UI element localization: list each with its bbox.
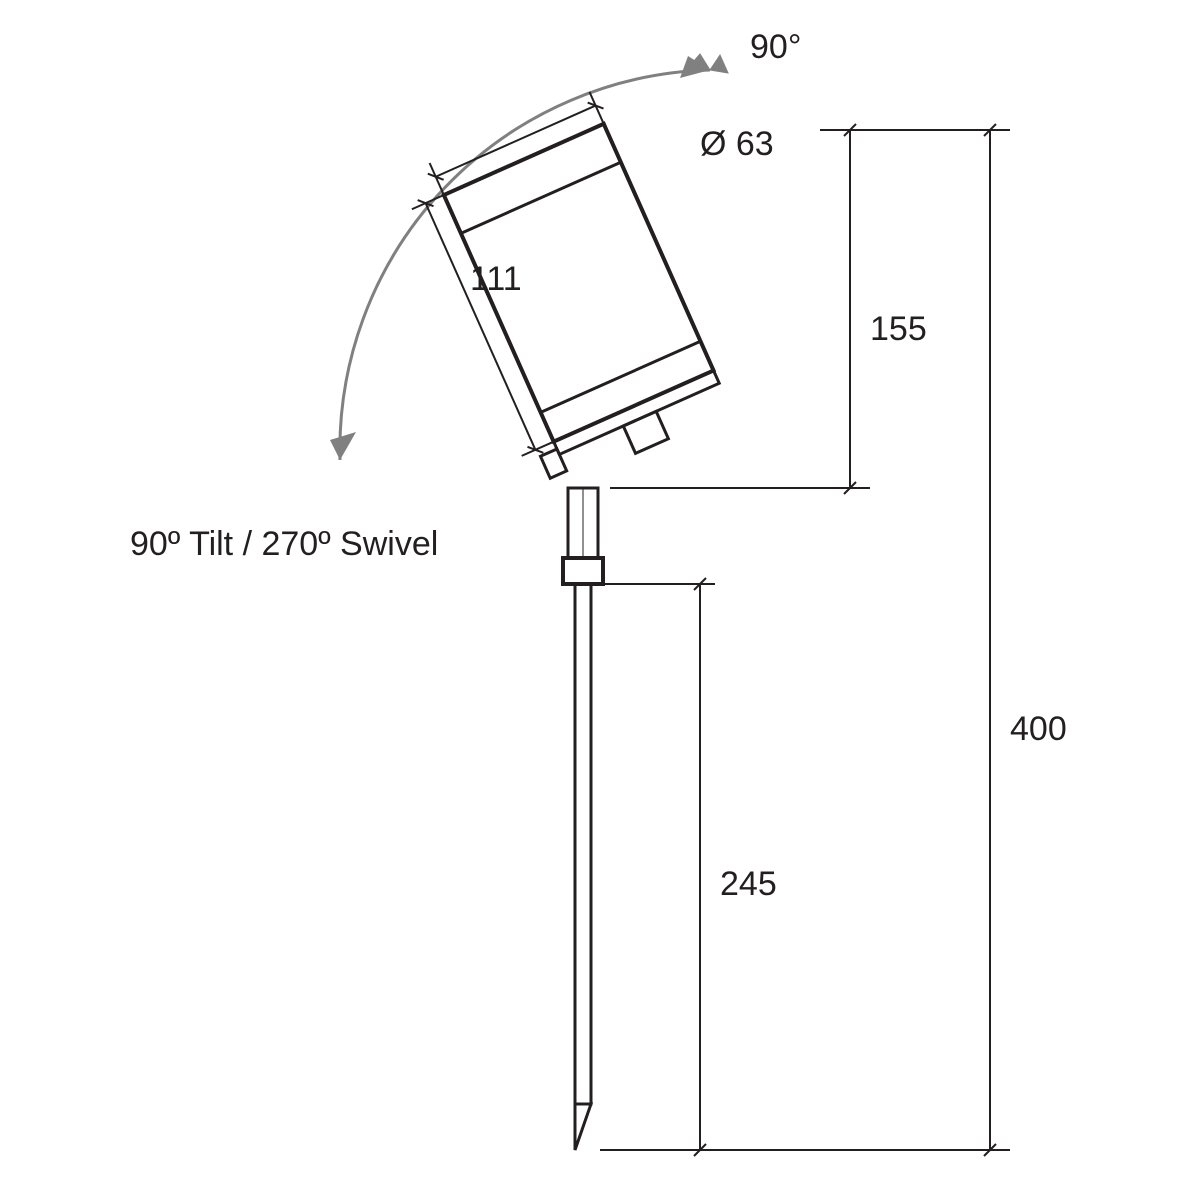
- label-400: 400: [1010, 710, 1067, 748]
- arc-angle-label: 90°: [750, 28, 801, 66]
- dim-400: [984, 124, 996, 1156]
- dim-155: [844, 124, 856, 494]
- label-245: 245: [720, 865, 777, 903]
- lamp-head: [398, 89, 737, 496]
- diameter-label: Ø 63: [700, 125, 774, 163]
- dimension-drawing: 90°: [0, 0, 1200, 1200]
- tilt-arc: [330, 54, 728, 460]
- tilt-swivel-caption: 90º Tilt / 270º Swivel: [130, 525, 438, 563]
- pole-assembly: [563, 488, 603, 1150]
- dim-245: [600, 578, 715, 1156]
- label-155: 155: [870, 310, 927, 348]
- dim-head-length: [409, 190, 556, 462]
- head-length-label: 111: [470, 260, 522, 298]
